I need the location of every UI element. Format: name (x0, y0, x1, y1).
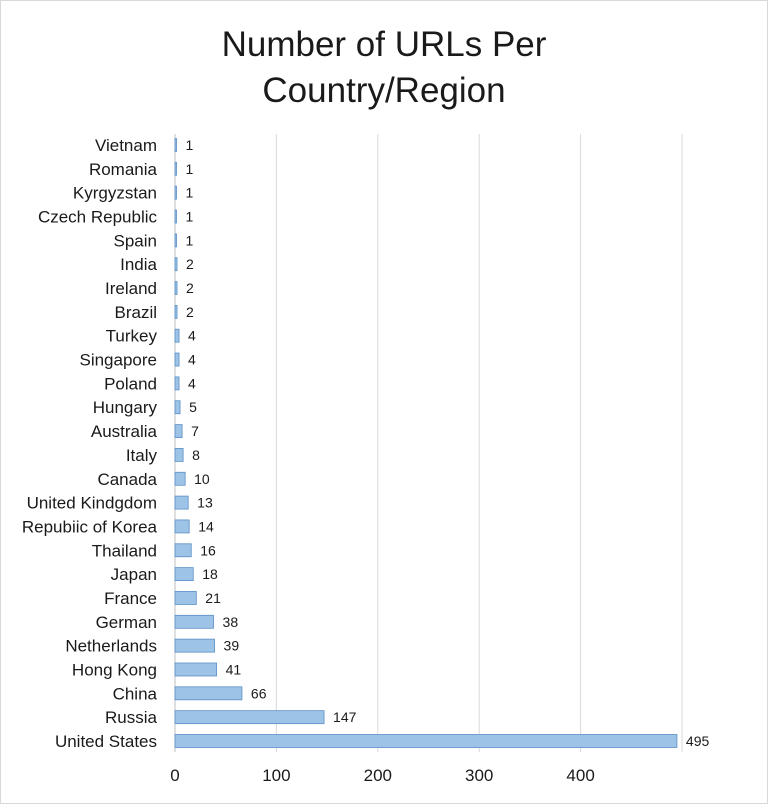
bar (174, 424, 183, 438)
bar (174, 304, 178, 319)
category-label: Hungary (93, 398, 158, 417)
value-label: 39 (224, 638, 240, 654)
x-tick-label: 200 (364, 766, 392, 785)
bar (174, 662, 217, 677)
value-label: 1 (186, 137, 194, 153)
bar (174, 352, 180, 367)
x-tick-label: 300 (465, 766, 493, 785)
category-label: Spain (114, 231, 157, 250)
category-label: Poland (104, 374, 157, 393)
bar (174, 567, 194, 582)
value-label: 1 (186, 161, 194, 177)
bar (174, 400, 181, 415)
bar (174, 376, 180, 391)
value-label: 2 (186, 280, 194, 296)
bar (174, 471, 186, 486)
category-label: Italy (126, 446, 158, 465)
chart-title: Number of URLs Per Country/Region (0, 22, 768, 114)
value-label: 16 (200, 542, 216, 558)
category-label: Turkey (106, 327, 158, 346)
category-label: France (104, 589, 157, 608)
value-label: 18 (202, 566, 218, 582)
bar (174, 638, 215, 653)
category-label: United States (55, 732, 157, 751)
bar (174, 161, 177, 176)
value-label: 1 (186, 185, 194, 201)
bar (174, 448, 184, 462)
category-label: India (120, 255, 157, 274)
category-label: Thailand (92, 541, 157, 560)
value-label: 41 (226, 661, 242, 677)
category-label: Kyrgyzstan (73, 184, 157, 203)
value-label: 2 (186, 256, 194, 272)
bar (174, 185, 177, 200)
category-label: Czech Republic (38, 208, 158, 227)
category-label: Hong Kong (72, 660, 157, 679)
bars (174, 138, 678, 748)
gridlines (174, 134, 683, 752)
category-label: Netherlands (65, 637, 157, 656)
value-label: 7 (191, 423, 199, 439)
x-tick-labels: 0 100 200 300 400 (170, 766, 595, 785)
value-label: 1 (186, 209, 194, 225)
category-label: German (96, 613, 157, 632)
bar (174, 281, 178, 295)
bar (174, 543, 192, 558)
category-label: Canada (97, 470, 157, 489)
value-label: 10 (194, 471, 210, 487)
bar (174, 233, 177, 248)
bar (174, 686, 243, 701)
x-tick-label: 100 (262, 766, 290, 785)
category-label: Australia (91, 422, 158, 441)
value-label: 147 (333, 709, 357, 725)
value-label: 4 (188, 328, 196, 344)
value-label: 4 (188, 352, 196, 368)
bar (174, 495, 189, 510)
value-label: 21 (205, 590, 221, 606)
category-label: Brazil (114, 303, 157, 322)
category-label: China (113, 684, 158, 703)
value-label: 4 (188, 375, 196, 391)
bar (174, 614, 214, 629)
bar (174, 257, 178, 272)
bar (174, 519, 190, 534)
value-label: 66 (251, 685, 267, 701)
value-label: 14 (198, 518, 214, 534)
category-label: Japan (111, 565, 157, 584)
value-label: 1 (186, 232, 194, 248)
value-label: 5 (189, 399, 197, 415)
bar (174, 328, 180, 343)
x-tick-label: 400 (566, 766, 594, 785)
category-label: Romania (89, 160, 158, 179)
value-label: 38 (223, 614, 239, 630)
value-label: 2 (186, 304, 194, 320)
value-label: 495 (686, 733, 710, 749)
value-label: 13 (197, 495, 213, 511)
x-tick-label: 0 (170, 766, 179, 785)
category-label: United Kindgdom (27, 494, 157, 513)
bar (174, 138, 177, 152)
bar (174, 209, 177, 224)
bar (174, 734, 678, 748)
category-label: Russia (105, 708, 158, 727)
chart-title-text: Number of URLs Per Country/Region (221, 25, 547, 110)
category-label: Repubiic of Korea (22, 517, 158, 536)
category-label: Vietnam (95, 136, 157, 155)
bar (174, 710, 325, 725)
bar (174, 591, 197, 605)
value-label: 8 (192, 447, 200, 463)
category-labels: Vietnam Romania Kyrgyzstan Czech Republic Sp… (22, 136, 158, 751)
category-label: Singapore (79, 351, 157, 370)
category-label: Ireland (105, 279, 157, 298)
